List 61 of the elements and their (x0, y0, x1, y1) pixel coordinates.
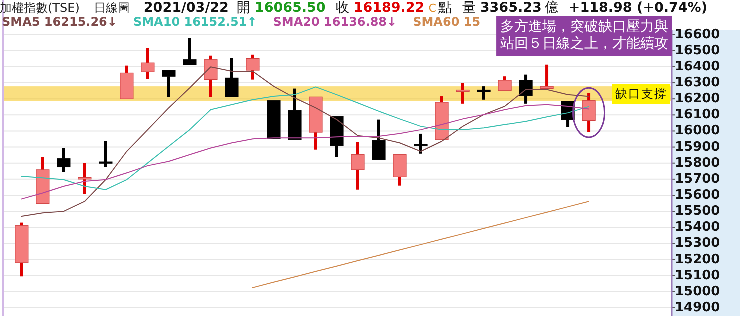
candlestick (393, 154, 407, 186)
candlestick (477, 86, 491, 100)
y-tick-label: 15200 (675, 252, 720, 268)
chart-subtitle: 日線圖 (94, 1, 130, 15)
candlestick (456, 83, 470, 104)
candlestick (267, 100, 281, 140)
y-tick-label: 15300 (675, 236, 720, 252)
candlestick (57, 148, 71, 172)
candlestick (120, 66, 134, 100)
line-series (252, 201, 590, 288)
text: 量 (462, 0, 476, 16)
band-label: 缺口支撐 (615, 87, 668, 102)
y-tick-label: 16200 (675, 92, 720, 107)
candlestick (183, 38, 197, 66)
candlestick (162, 70, 176, 98)
text: 2021/03/22 (144, 0, 229, 16)
candlestick (498, 76, 512, 92)
y-tick-label: 16100 (675, 108, 720, 123)
y-tick-label: 15700 (675, 172, 720, 187)
candlestick (141, 48, 155, 80)
y-tick-label: 15400 (675, 220, 720, 236)
chart-title: 加權指數(TSE) (0, 1, 80, 15)
y-tick-label: 16500 (675, 43, 720, 58)
text: 開 (236, 0, 251, 16)
text: +118.98 (+0.74%) (568, 0, 708, 16)
candlestick (330, 116, 344, 158)
text: SMA60 15 (413, 15, 481, 29)
annotation: 站回５日線之上，才能續攻 (500, 36, 668, 52)
y-tick-label: 15900 (675, 140, 720, 155)
text: 3365.23 (480, 0, 542, 16)
candlestick (372, 120, 386, 160)
candlestick (351, 142, 365, 190)
annotation: 多方進場，突破缺口壓力與 (500, 19, 668, 35)
text: 16065.50 (254, 0, 326, 16)
y-tick-label: 15800 (675, 156, 720, 171)
candlestick (309, 96, 323, 150)
y-tick-label: 15100 (675, 268, 720, 284)
text: 點 (437, 0, 452, 16)
text: 收 (336, 0, 350, 16)
text: SMA20 16136.88↓ (273, 15, 398, 29)
candlestick (246, 54, 260, 80)
y-tick-label: 16600 (675, 27, 720, 42)
candlestick (519, 74, 533, 104)
y-tick-label: 15500 (675, 204, 720, 220)
y-tick-label: 16300 (675, 76, 720, 91)
text: 億 (544, 0, 559, 16)
candlestick (225, 58, 239, 98)
candlestick (540, 64, 554, 90)
y-tick-label: 15600 (675, 188, 720, 203)
y-tick-label: 15000 (675, 284, 720, 300)
text: SMA10 16152.51↑ (133, 15, 258, 29)
candlestick (288, 88, 302, 140)
text: C (428, 2, 437, 15)
y-tick-label: 14900 (675, 300, 720, 316)
text: SMA5 16215.26↓ (2, 15, 118, 29)
y-tick-label: 16000 (675, 124, 720, 139)
candlestick (435, 96, 449, 140)
candlestick (36, 157, 50, 204)
candlestick (78, 163, 92, 194)
text: 16189.22 (354, 0, 425, 16)
y-tick-label: 16400 (675, 59, 720, 74)
